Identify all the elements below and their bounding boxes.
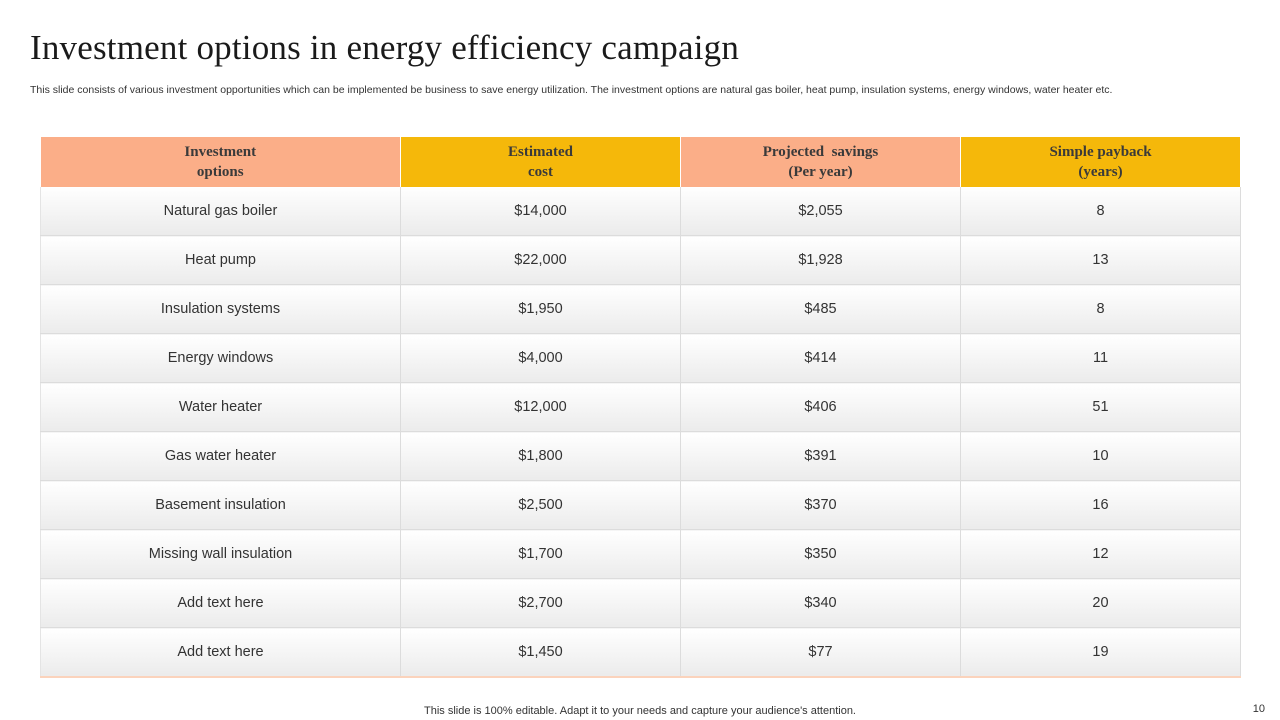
cell-estimated-cost: $14,000 bbox=[400, 187, 681, 236]
cell-investment-option: Insulation systems bbox=[40, 284, 401, 334]
header-projected-savings: Projected savings (Per year) bbox=[680, 137, 961, 187]
table-header-row: Investment options Estimated cost Projec… bbox=[40, 137, 1241, 187]
cell-investment-option: Gas water heater bbox=[40, 431, 401, 481]
cell-simple-payback: 19 bbox=[960, 627, 1241, 678]
cell-investment-option: Water heater bbox=[40, 382, 401, 432]
cell-simple-payback: 8 bbox=[960, 187, 1241, 236]
header-line: (Per year) bbox=[788, 164, 853, 180]
cell-investment-option: Natural gas boiler bbox=[40, 187, 401, 236]
cell-estimated-cost: $2,700 bbox=[400, 578, 681, 628]
header-investment-options: Investment options bbox=[40, 137, 401, 187]
table-row: Gas water heater $1,800 $391 10 bbox=[40, 431, 1241, 481]
cell-simple-payback: 51 bbox=[960, 382, 1241, 432]
cell-simple-payback: 12 bbox=[960, 529, 1241, 579]
cell-investment-option: Heat pump bbox=[40, 235, 401, 285]
slide-title: Investment options in energy efficiency … bbox=[30, 28, 740, 67]
cell-investment-option: Add text here bbox=[40, 578, 401, 628]
cell-projected-savings: $340 bbox=[680, 578, 961, 628]
table-row: Add text here $2,700 $340 20 bbox=[40, 578, 1241, 628]
cell-projected-savings: $370 bbox=[680, 480, 961, 530]
cell-simple-payback: 11 bbox=[960, 333, 1241, 383]
cell-simple-payback: 13 bbox=[960, 235, 1241, 285]
table-row: Natural gas boiler $14,000 $2,055 8 bbox=[40, 187, 1241, 236]
table-row: Heat pump $22,000 $1,928 13 bbox=[40, 235, 1241, 285]
header-line: Projected savings bbox=[762, 144, 879, 160]
header-line: options bbox=[196, 164, 244, 180]
footer-note: This slide is 100% editable. Adapt it to… bbox=[424, 705, 856, 717]
header-line: (years) bbox=[1078, 164, 1123, 180]
cell-simple-payback: 8 bbox=[960, 284, 1241, 334]
table-row: Missing wall insulation $1,700 $350 12 bbox=[40, 529, 1241, 579]
header-line: Simple payback bbox=[1049, 144, 1152, 160]
cell-investment-option: Add text here bbox=[40, 627, 401, 678]
table-row: Energy windows $4,000 $414 11 bbox=[40, 333, 1241, 383]
header-simple-payback: Simple payback (years) bbox=[960, 137, 1241, 187]
table-row: Basement insulation $2,500 $370 16 bbox=[40, 480, 1241, 530]
cell-estimated-cost: $12,000 bbox=[400, 382, 681, 432]
cell-projected-savings: $485 bbox=[680, 284, 961, 334]
header-estimated-cost: Estimated cost bbox=[400, 137, 681, 187]
cell-projected-savings: $77 bbox=[680, 627, 961, 678]
header-line: Investment bbox=[184, 144, 257, 160]
header-line: Estimated bbox=[508, 144, 573, 160]
cell-simple-payback: 16 bbox=[960, 480, 1241, 530]
cell-estimated-cost: $1,450 bbox=[400, 627, 681, 678]
table-row: Add text here $1,450 $77 19 bbox=[40, 627, 1241, 678]
slide-subtitle: This slide consists of various investmen… bbox=[30, 84, 1113, 96]
header-line: cost bbox=[528, 164, 553, 180]
cell-estimated-cost: $1,800 bbox=[400, 431, 681, 481]
cell-projected-savings: $1,928 bbox=[680, 235, 961, 285]
cell-projected-savings: $350 bbox=[680, 529, 961, 579]
cell-investment-option: Basement insulation bbox=[40, 480, 401, 530]
table-row: Water heater $12,000 $406 51 bbox=[40, 382, 1241, 432]
cell-estimated-cost: $4,000 bbox=[400, 333, 681, 383]
cell-investment-option: Missing wall insulation bbox=[40, 529, 401, 579]
cell-investment-option: Energy windows bbox=[40, 333, 401, 383]
table-row: Insulation systems $1,950 $485 8 bbox=[40, 284, 1241, 334]
cell-estimated-cost: $22,000 bbox=[400, 235, 681, 285]
cell-estimated-cost: $1,950 bbox=[400, 284, 681, 334]
cell-estimated-cost: $1,700 bbox=[400, 529, 681, 579]
cell-projected-savings: $391 bbox=[680, 431, 961, 481]
cell-projected-savings: $2,055 bbox=[680, 187, 961, 236]
cell-projected-savings: $414 bbox=[680, 333, 961, 383]
cell-projected-savings: $406 bbox=[680, 382, 961, 432]
cell-simple-payback: 20 bbox=[960, 578, 1241, 628]
investment-table: Investment options Estimated cost Projec… bbox=[40, 137, 1241, 678]
cell-simple-payback: 10 bbox=[960, 431, 1241, 481]
cell-estimated-cost: $2,500 bbox=[400, 480, 681, 530]
page-number: 10 bbox=[1252, 703, 1265, 715]
